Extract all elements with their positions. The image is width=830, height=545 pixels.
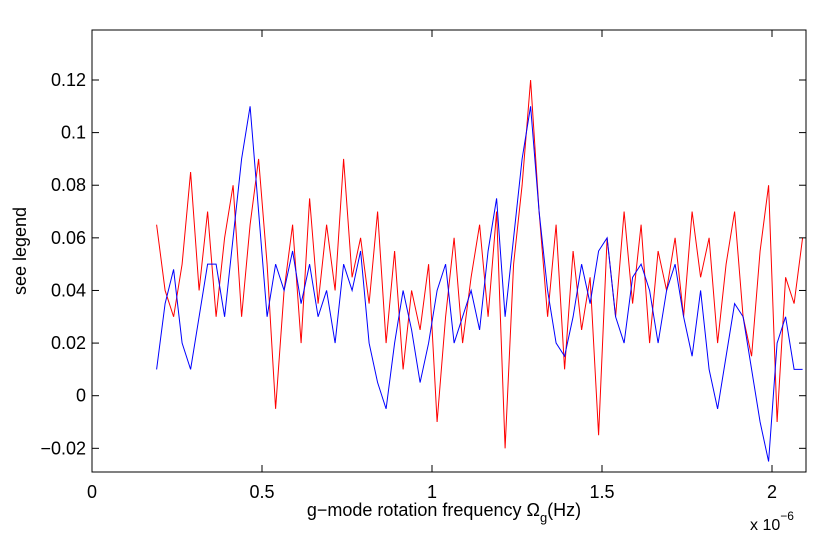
- x-axis-label-text: g−mode rotation frequency Ω: [307, 500, 540, 520]
- x-axis-label-sub: g: [540, 510, 547, 525]
- y-tick-label: 0.08: [51, 175, 86, 195]
- y-tick-label: 0: [76, 386, 86, 406]
- x-multiplier: x 10−6: [750, 509, 794, 534]
- x-tick-label: 0: [87, 482, 97, 502]
- y-axis-label: see legend: [10, 207, 30, 295]
- x-axis-label-suffix: (Hz): [547, 500, 581, 520]
- y-tick-label: −0.02: [40, 438, 86, 458]
- y-tick-label: 0.12: [51, 70, 86, 90]
- data-line: [156, 106, 803, 462]
- y-tick-label: 0.06: [51, 228, 86, 248]
- data-line: [156, 79, 804, 449]
- x-axis-label: g−mode rotation frequency Ωg(Hz): [307, 500, 581, 525]
- x-multiplier-exponent: −6: [780, 509, 794, 523]
- y-tick-label: 0.04: [51, 280, 86, 300]
- x-tick-label: 1.5: [589, 482, 614, 502]
- x-tick-label: 0.5: [249, 482, 274, 502]
- plot-frame: [91, 29, 807, 473]
- y-tick-label: 0.1: [61, 123, 86, 143]
- x-multiplier-base: x 10: [750, 517, 780, 534]
- x-tick-label: 1: [427, 482, 437, 502]
- x-tick-label: 2: [767, 482, 777, 502]
- y-tick-label: 0.02: [51, 333, 86, 353]
